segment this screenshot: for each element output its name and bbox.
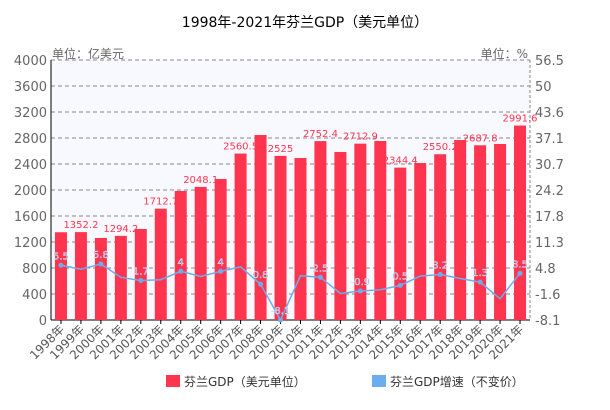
line-point xyxy=(437,272,443,278)
bar xyxy=(354,143,367,320)
line-point xyxy=(317,274,323,280)
left-tick-label: 2400 xyxy=(14,158,47,173)
bar xyxy=(274,155,287,320)
bar-data-label: 2550.2 xyxy=(423,142,458,153)
right-axis-unit: 单位：% xyxy=(481,46,528,61)
bar-data-label: 2712.9 xyxy=(343,132,378,143)
line-point xyxy=(178,268,184,274)
line-data-label: 4 xyxy=(217,257,223,268)
line-data-label: 5.8 xyxy=(93,250,109,261)
bar xyxy=(154,208,167,320)
line-data-label: 5.5 xyxy=(53,251,69,262)
right-tick-label: 24.2 xyxy=(535,184,564,199)
left-tick-label: 800 xyxy=(22,262,47,277)
left-axis-unit: 单位：亿美元 xyxy=(52,46,124,61)
legend-line-label: 芬兰GDP增速（不变价） xyxy=(390,374,524,389)
left-tick-label: 2000 xyxy=(14,184,47,199)
bar xyxy=(334,151,347,320)
line-point xyxy=(517,270,523,276)
bar xyxy=(294,158,307,320)
legend-line-swatch xyxy=(372,375,386,387)
bar xyxy=(174,190,187,320)
bar xyxy=(254,135,267,320)
line-point xyxy=(397,282,403,288)
bar xyxy=(514,125,527,321)
right-tick-label: 50 xyxy=(535,80,552,95)
line-point xyxy=(218,268,224,274)
bar-data-label: 2525 xyxy=(268,144,293,155)
left-tick-label: 2800 xyxy=(14,132,47,147)
bar-data-label: 1712.7 xyxy=(143,197,178,208)
left-tick-label: 1200 xyxy=(14,236,47,251)
left-tick-label: 1600 xyxy=(14,210,47,225)
bar-data-label: 2560.5 xyxy=(223,142,258,153)
line-data-label: -8.1 xyxy=(271,306,291,317)
bar xyxy=(94,237,107,320)
left-tick-label: 4000 xyxy=(14,54,47,69)
growth-line xyxy=(60,263,521,322)
bar-data-label: 2991.6 xyxy=(503,114,538,125)
left-tick-label: 3600 xyxy=(14,80,47,95)
right-tick-label: 43.6 xyxy=(535,106,564,121)
line-data-label: 3.2 xyxy=(432,261,448,272)
bar-data-label: 1352.2 xyxy=(63,220,98,231)
legend-bar-swatch xyxy=(166,375,180,387)
line-data-label: 1.3 xyxy=(472,268,488,279)
right-tick-label: 11.3 xyxy=(535,236,564,251)
right-tick-label: 56.5 xyxy=(535,54,564,69)
line-data-label: 4 xyxy=(178,257,184,268)
chart-title: 1998年-2021年芬兰GDP（美元单位） xyxy=(182,15,428,31)
bar xyxy=(54,232,67,320)
line-data-label: 0.8 xyxy=(253,270,269,281)
bar xyxy=(414,163,427,320)
line-point xyxy=(258,281,264,287)
line-data-label: 3.5 xyxy=(512,259,528,270)
right-tick-label: 30.7 xyxy=(535,158,564,173)
bar xyxy=(434,154,447,320)
left-tick-label: 400 xyxy=(22,288,47,303)
line-point xyxy=(98,261,104,267)
bar xyxy=(214,179,227,320)
bar xyxy=(314,141,327,320)
line-point xyxy=(58,262,64,268)
line-data-label: 1.7 xyxy=(133,267,149,278)
bar xyxy=(494,143,507,320)
bar xyxy=(134,229,147,320)
left-tick-label: 3200 xyxy=(14,106,47,121)
line-data-label: 0.5 xyxy=(392,271,408,282)
right-tick-label: 17.8 xyxy=(535,210,564,225)
right-tick-label: 4.8 xyxy=(535,262,556,277)
bar-data-label: 2687.8 xyxy=(463,133,498,144)
line-point xyxy=(477,279,483,285)
right-tick-label: 37.1 xyxy=(535,132,564,147)
bar-data-label: 1294.2 xyxy=(103,224,138,235)
line-point xyxy=(278,317,284,323)
line-point xyxy=(357,288,363,294)
bar xyxy=(74,232,87,320)
left-tick-label: 0 xyxy=(39,314,47,329)
bar xyxy=(234,153,247,320)
legend-bar-label: 芬兰GDP（美元单位） xyxy=(184,374,306,389)
bar-data-label: 2752.4 xyxy=(303,129,338,140)
line-data-label: 2.5 xyxy=(312,263,328,274)
bar xyxy=(194,186,207,320)
line-point xyxy=(138,278,144,284)
bar xyxy=(454,140,467,320)
bar xyxy=(394,167,407,320)
bar-data-label: 2048.1 xyxy=(183,175,218,186)
right-tick-label: -1.6 xyxy=(535,288,560,303)
bar xyxy=(374,140,387,320)
bar xyxy=(474,145,487,320)
bar-data-label: 2344.4 xyxy=(383,156,418,167)
right-tick-label: -8.1 xyxy=(535,314,560,329)
line-data-label: -0.9 xyxy=(351,277,371,288)
